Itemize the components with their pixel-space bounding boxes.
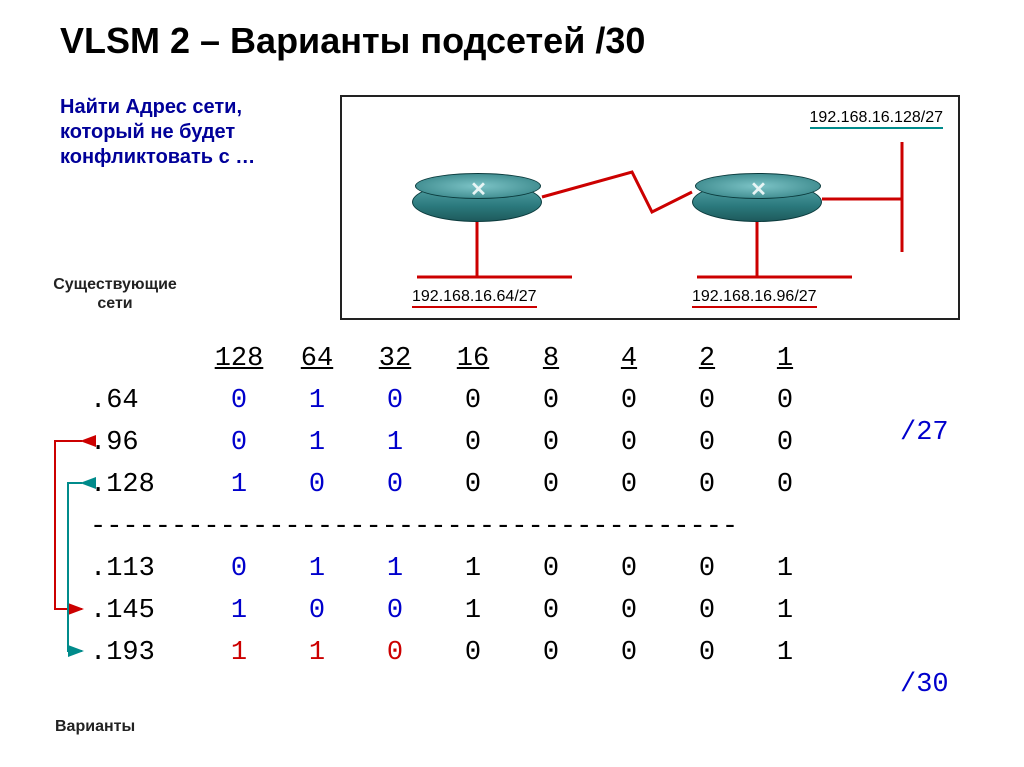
table-row: .12810000000: [90, 464, 824, 506]
bit-cell: 0: [746, 470, 824, 500]
bit-cell: 1: [200, 470, 278, 500]
bit-cell: 1: [746, 638, 824, 668]
bit-cell: 1: [278, 638, 356, 668]
bit-cell: 0: [668, 386, 746, 416]
row-label: .193: [90, 638, 200, 668]
bit-cell: 0: [512, 554, 590, 584]
bit-cell: 0: [278, 596, 356, 626]
bit-cell: 0: [512, 428, 590, 458]
variants-label: Варианты: [55, 718, 135, 736]
bit-cell: 0: [590, 428, 668, 458]
table-row: .9601100000: [90, 422, 824, 464]
row-label: .145: [90, 596, 200, 626]
bit-cell: 0: [668, 428, 746, 458]
col-128: 128: [200, 344, 278, 374]
col-8: 8: [512, 344, 590, 374]
bit-cell: 0: [668, 554, 746, 584]
bit-cell: 0: [356, 386, 434, 416]
bit-cell: 0: [434, 470, 512, 500]
row-label: .128: [90, 470, 200, 500]
page-title: VLSM 2 – Варианты подсетей /30: [60, 20, 645, 62]
col-1: 1: [746, 344, 824, 374]
table-divider: ----------------------------------------: [90, 506, 824, 548]
table-row: .19311000001: [90, 632, 824, 674]
binary-table: 128 64 32 16 8 4 2 1 .6401000000.9601100…: [90, 338, 824, 674]
bit-cell: 1: [278, 428, 356, 458]
bit-cell: 0: [590, 596, 668, 626]
bit-cell: 1: [434, 554, 512, 584]
bit-cell: 1: [746, 596, 824, 626]
bit-cell: 1: [356, 554, 434, 584]
table-row: .14510010001: [90, 590, 824, 632]
bit-cell: 0: [512, 638, 590, 668]
row-label: .113: [90, 554, 200, 584]
bit-cell: 0: [356, 470, 434, 500]
bit-cell: 0: [668, 596, 746, 626]
bit-cell: 0: [590, 386, 668, 416]
bit-cell: 0: [434, 638, 512, 668]
table-row: .11301110001: [90, 548, 824, 590]
network-diagram: 192.168.16.128/27 192.168.16.64/27 192.1…: [340, 95, 960, 320]
bit-cell: 0: [590, 554, 668, 584]
bit-cell: 0: [434, 386, 512, 416]
bit-cell: 0: [512, 596, 590, 626]
bit-cell: 0: [668, 638, 746, 668]
bit-cell: 1: [200, 596, 278, 626]
bit-cell: 0: [746, 386, 824, 416]
col-32: 32: [356, 344, 434, 374]
col-2: 2: [668, 344, 746, 374]
bit-cell: 0: [200, 386, 278, 416]
bit-cell: 0: [590, 470, 668, 500]
bit-cell: 0: [668, 470, 746, 500]
bit-cell: 0: [746, 428, 824, 458]
table-header-row: 128 64 32 16 8 4 2 1: [90, 338, 824, 380]
serial-link: [342, 97, 962, 322]
bit-cell: 0: [200, 428, 278, 458]
bit-cell: 0: [356, 596, 434, 626]
mask-27-label: /27: [900, 418, 949, 448]
row-connector-arrows: [20, 338, 100, 718]
col-16: 16: [434, 344, 512, 374]
row-label: .64: [90, 386, 200, 416]
table-row: .6401000000: [90, 380, 824, 422]
bit-cell: 1: [278, 386, 356, 416]
bit-cell: 0: [356, 638, 434, 668]
row-label: .96: [90, 428, 200, 458]
bit-cell: 1: [200, 638, 278, 668]
col-4: 4: [590, 344, 668, 374]
col-64: 64: [278, 344, 356, 374]
bit-cell: 0: [590, 638, 668, 668]
bit-cell: 0: [434, 428, 512, 458]
bit-cell: 1: [746, 554, 824, 584]
bit-cell: 1: [434, 596, 512, 626]
bit-cell: 0: [278, 470, 356, 500]
existing-networks-label: Существующие сети: [40, 275, 190, 313]
mask-30-label: /30: [900, 670, 949, 700]
bit-cell: 0: [512, 470, 590, 500]
bit-cell: 0: [512, 386, 590, 416]
bit-cell: 1: [356, 428, 434, 458]
bit-cell: 0: [200, 554, 278, 584]
bit-cell: 1: [278, 554, 356, 584]
subtitle: Найти Адрес сети, который не будет конфл…: [60, 95, 300, 170]
